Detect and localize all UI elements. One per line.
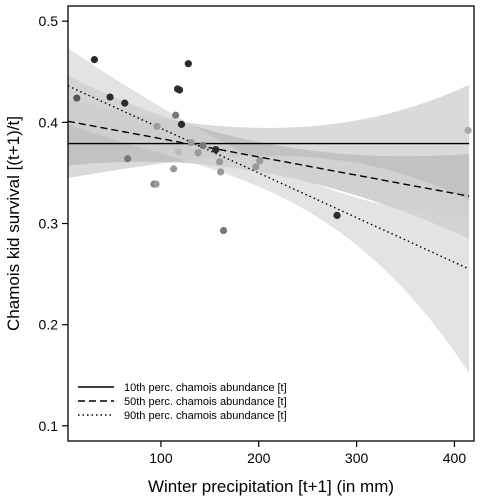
legend-label: 50th perc. chamois abundance [t] [124,396,287,408]
y-tick-label: 0.3 [39,216,59,232]
data-point [217,168,225,176]
data-point [194,149,202,157]
data-point [212,146,220,154]
data-point [174,148,183,156]
legend-label: 90th perc. chamois abundance [t] [124,410,287,422]
data-point [153,122,161,130]
data-point [106,93,114,101]
data-point [175,86,184,94]
data-point [199,142,207,150]
data-point [177,120,186,128]
x-tick-label: 300 [345,450,369,466]
data-point [121,99,129,107]
data-point [333,211,341,220]
ci-band-2 [68,75,470,239]
data-point [256,157,264,165]
x-axis-label: Winter precipitation [t+1] (in mm) [148,477,394,496]
fit-line-dashed [67,120,470,197]
y-tick-label: 0.5 [39,13,59,29]
y-axis: 0.1 0.2 0.3 0.4 0.5 [39,13,68,434]
fit-line-dotted [67,85,470,270]
data-point [73,94,81,102]
data-point [464,126,472,135]
data-point [252,163,260,171]
x-axis: 100 200 300 400 [149,441,466,466]
y-tick-label: 0.2 [39,317,59,333]
data-point [219,226,228,235]
x-tick-label: 200 [247,450,271,466]
data-point [187,138,195,147]
y-tick-label: 0.1 [39,418,59,434]
data-point [184,60,192,68]
ci-band-1 [68,84,470,201]
y-axis-label: Chamois kid survival [(t+1)/t] [4,116,23,331]
data-point [152,180,160,188]
x-tick-label: 100 [149,450,173,466]
fit-lines [67,85,470,270]
x-tick-label: 400 [443,450,467,466]
ci-band-3 [68,48,470,374]
y-tick-label: 0.4 [39,114,59,130]
data-point [216,158,224,166]
data-point [170,165,178,173]
confidence-bands [68,48,470,374]
data-point [172,111,180,119]
legend-label: 10th perc. chamois abundance [t] [124,382,287,394]
legend: 10th perc. chamois abundance [t] 50th per… [78,382,287,422]
data-point [124,155,132,163]
data-point [90,56,99,64]
data-points [73,56,472,235]
